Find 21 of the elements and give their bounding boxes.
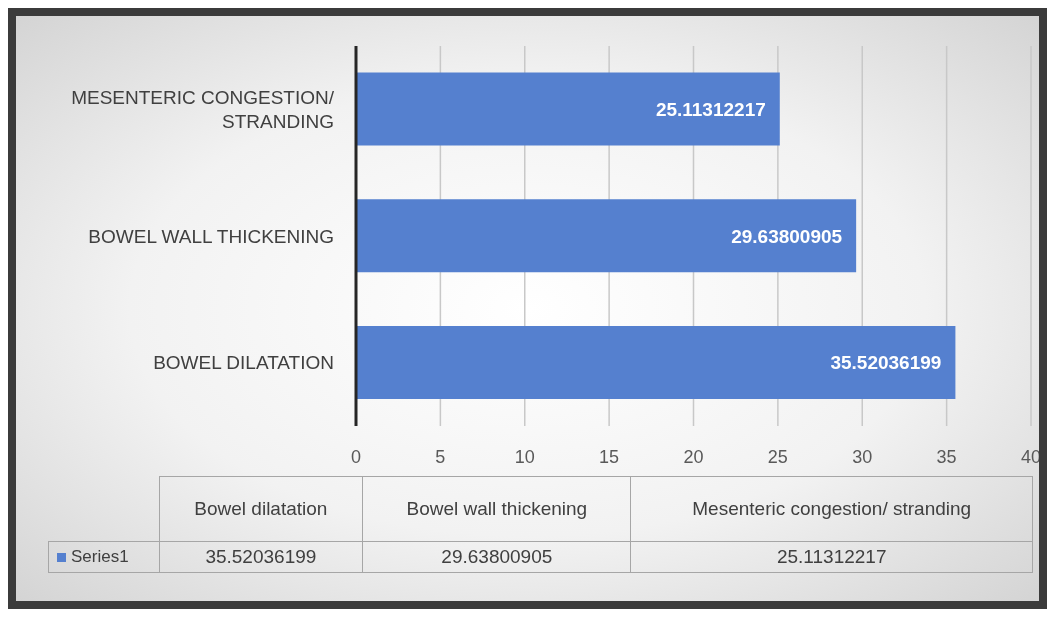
y-tick-label: BOWEL DILATATION — [153, 352, 334, 374]
data-label: 35.52036199 — [830, 352, 942, 374]
x-tick-label: 0 — [350, 446, 362, 467]
text: Bowel dilatation — [159, 476, 363, 542]
legend-label: Series1 — [48, 541, 159, 573]
data-label: 25.11312217 — [655, 98, 766, 120]
data-label: 29.63800905 — [731, 225, 843, 247]
text: 25.11312217 — [630, 541, 1033, 573]
x-tick-label: 10 — [514, 446, 535, 467]
y-tick-label: MESENTERIC CONGESTION/ STRANDING — [71, 86, 335, 132]
x-tick-label: 25 — [767, 446, 788, 467]
x-tick-label: 5 — [435, 446, 446, 467]
text: 29.63800905 — [362, 541, 631, 573]
text: 35.52036199 — [159, 541, 363, 573]
y-tick-label: BOWEL WALL THICKENING — [88, 225, 334, 247]
x-tick-label: 15 — [599, 446, 620, 467]
text: Bowel wall thickening — [362, 476, 631, 542]
x-tick-label: 20 — [683, 446, 704, 467]
text: Mesenteric congestion/ stranding — [630, 476, 1033, 542]
x-tick-label: 35 — [936, 446, 957, 467]
x-tick-label: 30 — [852, 446, 873, 467]
